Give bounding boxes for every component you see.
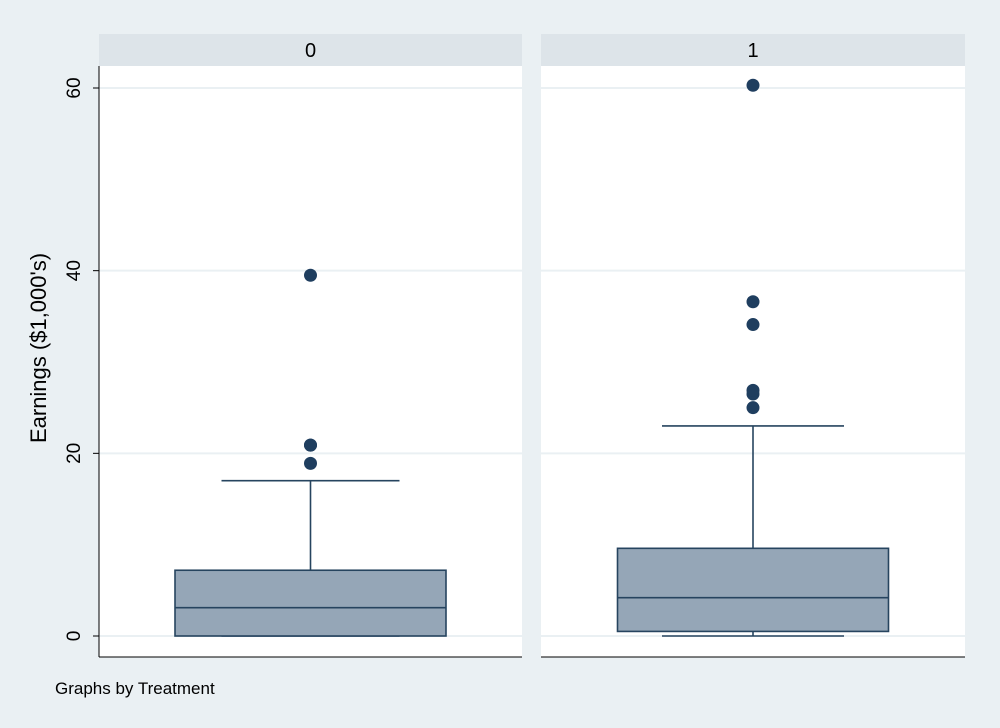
panel-0: 0 0 20 40 60 (64, 34, 522, 658)
panel-1-header (541, 34, 965, 66)
panel-1-marks (616, 78, 890, 637)
panel-0-marks (174, 268, 447, 637)
outlier-point (746, 318, 760, 332)
panel-0-header (99, 34, 522, 66)
box-iqr (616, 547, 890, 633)
y-axis-ticks: 0 20 40 60 (64, 77, 99, 641)
outlier-point (304, 456, 317, 470)
y-tick-label: 0 (64, 631, 85, 642)
y-axis-title: Earnings ($1,000's) (26, 253, 51, 443)
outlier-point (746, 383, 760, 397)
outlier-point (304, 268, 317, 282)
graph-note: Graphs by Treatment (55, 679, 215, 698)
y-tick-label: 60 (64, 77, 85, 98)
panel-0-title: 0 (305, 40, 316, 62)
box-iqr (174, 569, 447, 637)
panel-1: 1 (541, 34, 965, 658)
outlier-point (746, 78, 760, 92)
y-tick-label: 20 (64, 443, 85, 464)
y-tick-label: 40 (64, 260, 85, 281)
outlier-point (304, 438, 317, 452)
panel-1-title: 1 (747, 40, 758, 62)
outlier-point (746, 401, 760, 415)
outlier-point (746, 295, 760, 309)
